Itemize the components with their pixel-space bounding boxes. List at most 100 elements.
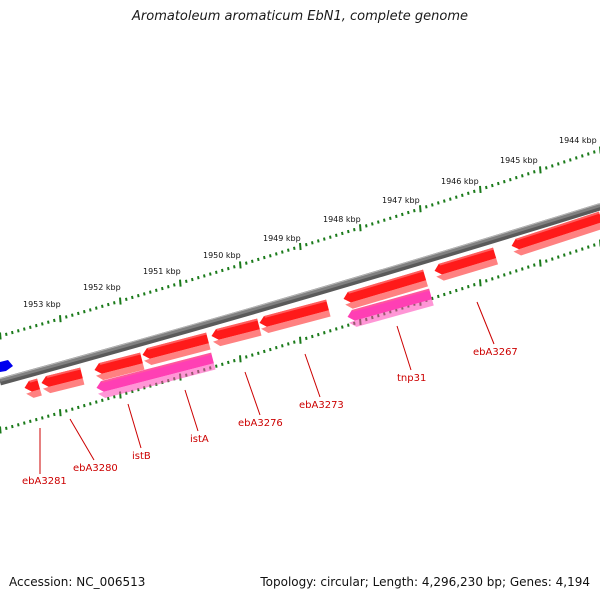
map-title: Aromatoleum aromaticum EbN1, complete ge… [132, 9, 468, 24]
inner-minor-tick [485, 279, 488, 283]
outer-minor-tick [17, 329, 20, 333]
inner-minor-tick [443, 292, 446, 297]
gene-arrow-ebA3281 [24, 378, 42, 398]
inner-minor-tick [503, 273, 506, 277]
inner-minor-tick [347, 323, 350, 327]
gene-arrow-upper-2-shadow [144, 343, 211, 366]
outer-major-tick [0, 332, 2, 340]
inner-minor-tick [317, 332, 320, 337]
inner-minor-tick [491, 277, 494, 281]
outer-minor-tick [593, 150, 596, 154]
gene-label-tnp31[interactable]: tnp31 [397, 373, 426, 384]
label-leader-group [39, 301, 495, 474]
gene-arrow-istB [96, 352, 216, 399]
gene-arrow-istB-highlight [100, 352, 212, 383]
gene-arrow-tnp31-shadow [349, 299, 434, 327]
kbp-label-1944: 1944 kbp [559, 136, 597, 145]
gene-arrow-ebA3281-highlight [28, 378, 38, 383]
inner-minor-tick [341, 325, 344, 329]
inner-major-tick [299, 336, 302, 344]
leader-ebA3273 [304, 353, 321, 398]
inner-minor-tick [83, 403, 86, 408]
outer-minor-tick [485, 185, 488, 190]
outer-major-tick [119, 297, 122, 305]
gene-arrow-upper-2-highlight [146, 332, 207, 350]
outer-minor-tick [473, 189, 476, 194]
leader-istB [127, 403, 142, 449]
outer-minor-tick [491, 183, 494, 188]
outer-minor-tick [497, 181, 500, 186]
inner-minor-tick [563, 253, 566, 257]
outer-minor-tick [227, 266, 230, 271]
inner-minor-tick [29, 419, 32, 424]
gene-arrow-ebA3276 [211, 318, 262, 347]
outer-major-tick [59, 315, 62, 323]
gene-arrow-ebA3276-shadow [212, 329, 262, 347]
kbp-label-1947: 1947 kbp [382, 196, 420, 205]
outer-minor-tick [455, 195, 458, 199]
inner-minor-tick [329, 329, 332, 333]
gene-arrow-upper-4 [511, 211, 600, 256]
gene-arrow-upper-1 [94, 352, 145, 381]
outer-minor-tick [29, 325, 32, 330]
gene-arrow-tnp31 [347, 288, 434, 327]
outer-minor-tick [335, 233, 338, 237]
outer-major-tick [239, 261, 242, 269]
outer-major-tick [299, 242, 302, 251]
outer-minor-tick [413, 208, 416, 213]
outer-minor-tick [443, 199, 446, 203]
gene-label-istB[interactable]: istB [132, 451, 151, 462]
inner-minor-tick [461, 286, 464, 291]
gene-arrow-upper-4-highlight [515, 211, 600, 241]
inner-minor-tick [275, 346, 278, 350]
kbp-label-1950: 1950 kbp [203, 251, 241, 260]
gene-arrow-upper-1-shadow [95, 363, 145, 381]
inner-minor-tick [281, 344, 284, 348]
inner-minor-tick [497, 275, 500, 279]
outer-minor-tick [341, 231, 344, 236]
outer-minor-tick [365, 224, 368, 228]
outer-minor-tick [305, 242, 308, 247]
inner-minor-tick [17, 423, 20, 427]
gene-arrow-ebA3267 [434, 247, 499, 281]
outer-minor-tick [431, 203, 434, 207]
inner-minor-tick [557, 255, 560, 259]
outer-minor-tick [311, 241, 314, 245]
outer-minor-tick [113, 301, 116, 305]
outer-minor-tick [95, 306, 98, 310]
gene-label-ebA3281[interactable]: ebA3281 [22, 476, 67, 487]
gene-arrow-upper-1-body [94, 352, 143, 374]
inner-minor-tick [23, 421, 26, 425]
gene-label-ebA3273[interactable]: ebA3273 [299, 400, 344, 411]
gene-label-ebA3280[interactable]: ebA3280 [73, 463, 118, 474]
inner-minor-tick [251, 353, 254, 357]
outer-minor-tick [251, 259, 254, 263]
gene-arrow-upper-4-body [511, 211, 600, 250]
outer-minor-tick [245, 261, 248, 265]
inner-minor-tick [35, 417, 38, 422]
inner-minor-tick [509, 271, 512, 275]
outer-minor-tick [527, 172, 530, 176]
inner-minor-tick [581, 247, 584, 251]
gene-label-istA[interactable]: istA [190, 434, 209, 445]
gene-label-ebA3267[interactable]: ebA3267 [473, 347, 518, 358]
gene-label-ebA3276[interactable]: ebA3276 [238, 418, 283, 429]
outer-minor-tick [371, 222, 374, 226]
inner-minor-tick [515, 269, 518, 273]
outer-minor-tick [173, 283, 176, 287]
gene-arrow-istB-shadow [98, 363, 216, 399]
inner-minor-tick [593, 243, 596, 247]
inner-minor-tick [11, 424, 14, 429]
kbp-label-1949: 1949 kbp [263, 234, 301, 243]
inner-minor-tick [89, 402, 92, 406]
gene-arrow-tnp31-body [347, 288, 433, 321]
inner-minor-tick [221, 362, 224, 367]
gene-arrow-ebA3267-shadow [436, 258, 499, 281]
outer-minor-tick [191, 277, 194, 282]
inner-minor-tick [227, 360, 230, 365]
outer-minor-tick [275, 252, 278, 256]
leader-ebA3267 [476, 301, 495, 345]
outer-minor-tick [437, 201, 440, 205]
outer-minor-tick [557, 162, 560, 166]
